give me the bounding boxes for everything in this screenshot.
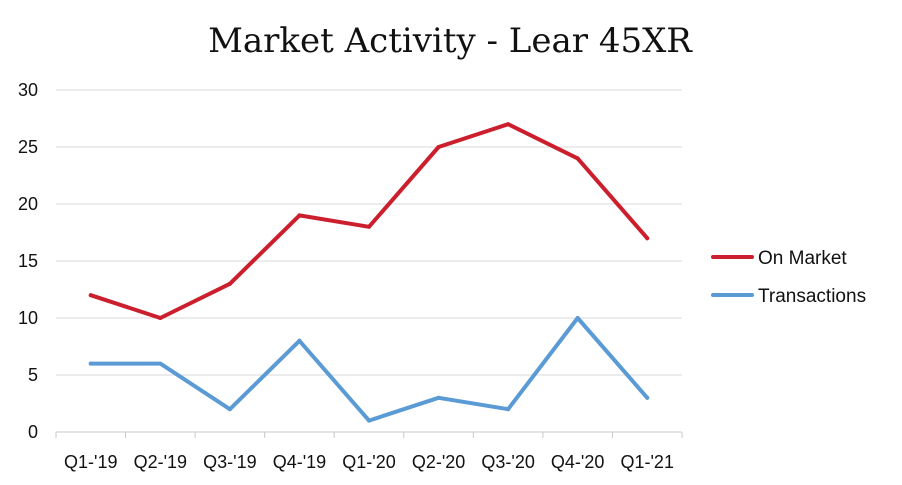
x-tick-label: Q2-'20: [412, 452, 465, 472]
x-tick-label: Q2-'19: [134, 452, 187, 472]
legend-label-transactions: Transactions: [758, 286, 866, 307]
y-tick-label: 30: [18, 80, 38, 100]
data-point-transactions: [575, 316, 580, 320]
legend: On Market Transactions: [711, 248, 866, 307]
data-point-transactions: [436, 395, 441, 400]
legend-label-on-market: On Market: [758, 248, 847, 269]
data-point-on-market: [88, 293, 93, 298]
chart-title: Market Activity - Lear 45XR: [208, 21, 693, 61]
x-tick-label: Q3-'20: [481, 452, 534, 472]
data-point-transactions: [367, 418, 371, 423]
y-tick-label: 25: [18, 137, 38, 157]
series-lines: [88, 122, 650, 423]
x-tick-label: Q4-'19: [273, 452, 326, 472]
data-point-transactions: [297, 338, 302, 343]
x-tick-label: Q4-'20: [551, 452, 604, 472]
x-tick-label: Q3-'19: [203, 452, 256, 472]
data-point-transactions: [158, 361, 163, 366]
y-tick-label: 10: [18, 308, 38, 328]
data-point-on-market: [367, 224, 371, 229]
x-tick-label: Q1-'19: [64, 452, 117, 472]
data-point-on-market: [436, 145, 441, 149]
x-axis-ticks: Q1-'19 Q2-'19 Q3-'19 Q4-'19 Q1-'20 Q2-'20 Q3-'…: [64, 452, 674, 472]
data-point-transactions: [227, 407, 232, 412]
x-axis: [55, 431, 683, 438]
data-point-transactions: [506, 407, 511, 412]
data-point-transactions: [645, 395, 650, 400]
series-line-on-market: [88, 122, 650, 320]
series-line-transactions: [88, 316, 650, 423]
x-tick-label: Q1-'20: [342, 452, 395, 472]
data-point-on-market: [158, 316, 163, 320]
x-tick-label: Q1-'21: [620, 452, 673, 472]
y-tick-label: 15: [18, 251, 38, 271]
data-point-on-market: [227, 281, 232, 286]
y-tick-label: 5: [28, 365, 38, 385]
y-axis: 0 5 10 15 20 25 30: [18, 80, 38, 442]
y-tick-label: 0: [28, 422, 38, 442]
data-point-on-market: [645, 236, 650, 241]
y-tick-label: 20: [18, 194, 38, 214]
data-point-transactions: [88, 361, 93, 366]
data-point-on-market: [506, 122, 511, 127]
data-point-on-market: [575, 156, 580, 161]
data-point-on-market: [297, 213, 302, 218]
